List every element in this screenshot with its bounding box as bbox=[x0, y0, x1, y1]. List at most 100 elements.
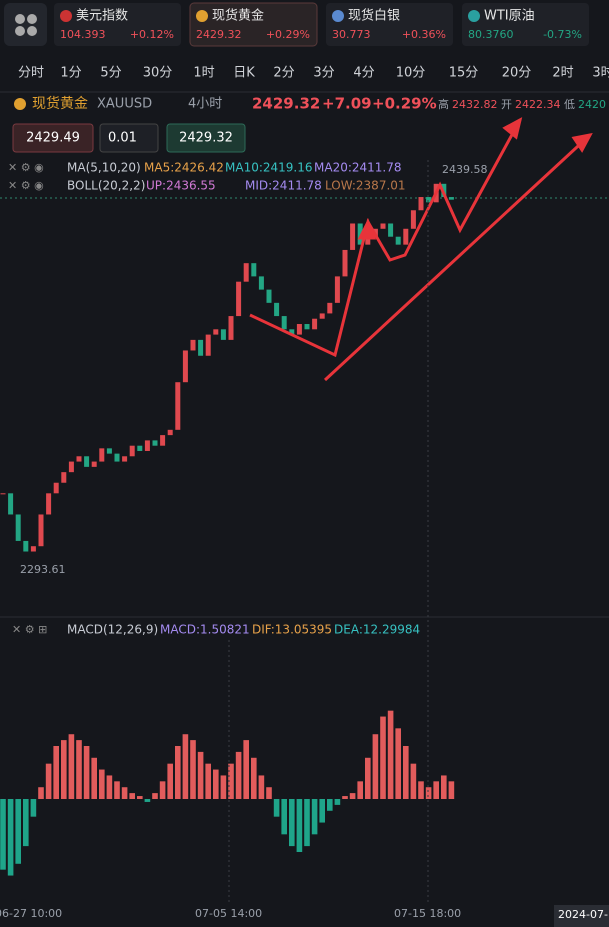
candle bbox=[403, 228, 409, 245]
timeframe[interactable]: 2时 bbox=[552, 66, 573, 81]
timeframe[interactable]: 日K bbox=[233, 66, 255, 81]
x-label: 07-05 14:00 bbox=[195, 907, 262, 920]
macd-bar bbox=[228, 763, 234, 799]
macd-bar bbox=[327, 799, 333, 811]
quote-period[interactable]: 4小时 bbox=[188, 97, 222, 112]
ticker-card[interactable] bbox=[54, 3, 181, 46]
macd-bar bbox=[365, 757, 371, 799]
boll-up: UP:2436.55 bbox=[146, 179, 216, 193]
candle bbox=[152, 440, 158, 446]
timeframe[interactable]: 4分 bbox=[353, 66, 374, 81]
candle bbox=[84, 456, 90, 467]
candle bbox=[220, 329, 226, 340]
lot: 0.01 bbox=[108, 131, 137, 146]
macd-bar bbox=[448, 781, 455, 799]
ticker-price: 30.773 bbox=[332, 28, 371, 41]
ticker-icon bbox=[196, 10, 208, 22]
candle bbox=[129, 445, 135, 457]
timeframe[interactable]: 15分 bbox=[449, 66, 479, 81]
candle bbox=[342, 249, 348, 277]
macd-bar bbox=[68, 734, 75, 799]
macd-value: MACD:1.50821 bbox=[160, 623, 250, 637]
macd-bar bbox=[182, 734, 189, 799]
candle bbox=[167, 429, 173, 436]
macd-bar bbox=[61, 740, 67, 799]
drawn-arrows bbox=[249, 117, 593, 382]
candle bbox=[304, 324, 310, 330]
macd-bar bbox=[7, 799, 14, 876]
macd-bar bbox=[76, 740, 82, 799]
ticker-card[interactable] bbox=[189, 2, 318, 47]
candle bbox=[334, 276, 340, 303]
ma10: MA10:2419.16 bbox=[225, 161, 313, 175]
boll-icons[interactable]: ✕ ⚙ ◉ bbox=[8, 179, 44, 192]
macd-bar bbox=[0, 799, 6, 870]
timeframe[interactable]: 分时 bbox=[18, 66, 44, 81]
macd-bar bbox=[425, 787, 432, 799]
timeframe[interactable]: 3分 bbox=[313, 66, 334, 81]
macd-bar bbox=[403, 746, 409, 799]
ticker-bar: 美元指数 104.393 +0.12% 现货黄金 2429.32 +0.29% 现货白银 30… bbox=[54, 2, 589, 47]
quote-change-pct: +0.29% bbox=[372, 95, 437, 113]
timeframe[interactable]: 20分 bbox=[502, 66, 532, 81]
ticker-card[interactable] bbox=[462, 3, 589, 46]
ticker-icon bbox=[332, 10, 344, 22]
buy-box[interactable] bbox=[166, 123, 246, 153]
macd-bar bbox=[175, 746, 181, 799]
timeframe[interactable]: 3时 bbox=[592, 66, 609, 81]
ticker-card[interactable] bbox=[326, 3, 453, 46]
sell-price: 2429.49 bbox=[26, 131, 80, 146]
candles bbox=[0, 183, 454, 552]
macd-bar bbox=[349, 793, 356, 799]
timeframe[interactable]: 1时 bbox=[193, 66, 214, 81]
macd-bar bbox=[83, 746, 90, 799]
candle bbox=[15, 514, 21, 541]
timeframe[interactable]: 1分 bbox=[60, 66, 81, 81]
timeframe[interactable]: 5分 bbox=[100, 66, 121, 81]
gold-icon bbox=[14, 98, 26, 110]
ticker-price: 80.3760 bbox=[468, 28, 514, 41]
macd-bar bbox=[281, 799, 287, 835]
candle bbox=[289, 329, 295, 335]
candle bbox=[46, 493, 52, 515]
candle bbox=[388, 223, 394, 237]
macd-bar bbox=[410, 763, 417, 799]
sell-box[interactable] bbox=[12, 123, 94, 153]
timeframe[interactable]: 10分 bbox=[396, 66, 426, 81]
macd-bar bbox=[334, 799, 341, 805]
candle bbox=[395, 236, 401, 245]
lot-box[interactable] bbox=[99, 123, 159, 153]
ticker-name: WTI原油 bbox=[484, 9, 535, 24]
menu-button[interactable] bbox=[4, 3, 47, 46]
high-label: 高 bbox=[438, 97, 449, 111]
max-label: 2439.58 bbox=[442, 163, 488, 176]
macd-bar bbox=[205, 763, 211, 799]
candle bbox=[357, 223, 363, 245]
ticker-icon bbox=[468, 10, 480, 22]
macd-bar bbox=[243, 740, 249, 799]
candle bbox=[137, 445, 143, 451]
candle bbox=[8, 493, 14, 515]
candle bbox=[114, 453, 120, 462]
quote-name: 现货黄金 bbox=[32, 95, 88, 112]
macd-icons[interactable]: ✕ ⚙ ⊞ bbox=[12, 623, 47, 636]
macd-bar bbox=[159, 781, 166, 799]
candle bbox=[228, 316, 234, 340]
timeframe[interactable]: 2分 bbox=[273, 66, 294, 81]
candle bbox=[144, 440, 150, 451]
ma-icons[interactable]: ✕ ⚙ ◉ bbox=[8, 161, 44, 174]
high: 2432.82 bbox=[452, 98, 498, 111]
macd-bar bbox=[167, 763, 173, 799]
candle bbox=[426, 197, 432, 203]
candle bbox=[68, 461, 74, 473]
macd-bar bbox=[266, 787, 272, 799]
candle bbox=[350, 223, 356, 250]
macd-bar bbox=[418, 781, 424, 799]
candle bbox=[236, 281, 242, 317]
ticker-price: 104.393 bbox=[60, 28, 106, 41]
candle bbox=[296, 324, 302, 335]
candle bbox=[327, 302, 333, 314]
timeframe[interactable]: 30分 bbox=[143, 66, 173, 81]
macd-bar bbox=[137, 796, 143, 799]
macd-bar bbox=[296, 799, 303, 852]
